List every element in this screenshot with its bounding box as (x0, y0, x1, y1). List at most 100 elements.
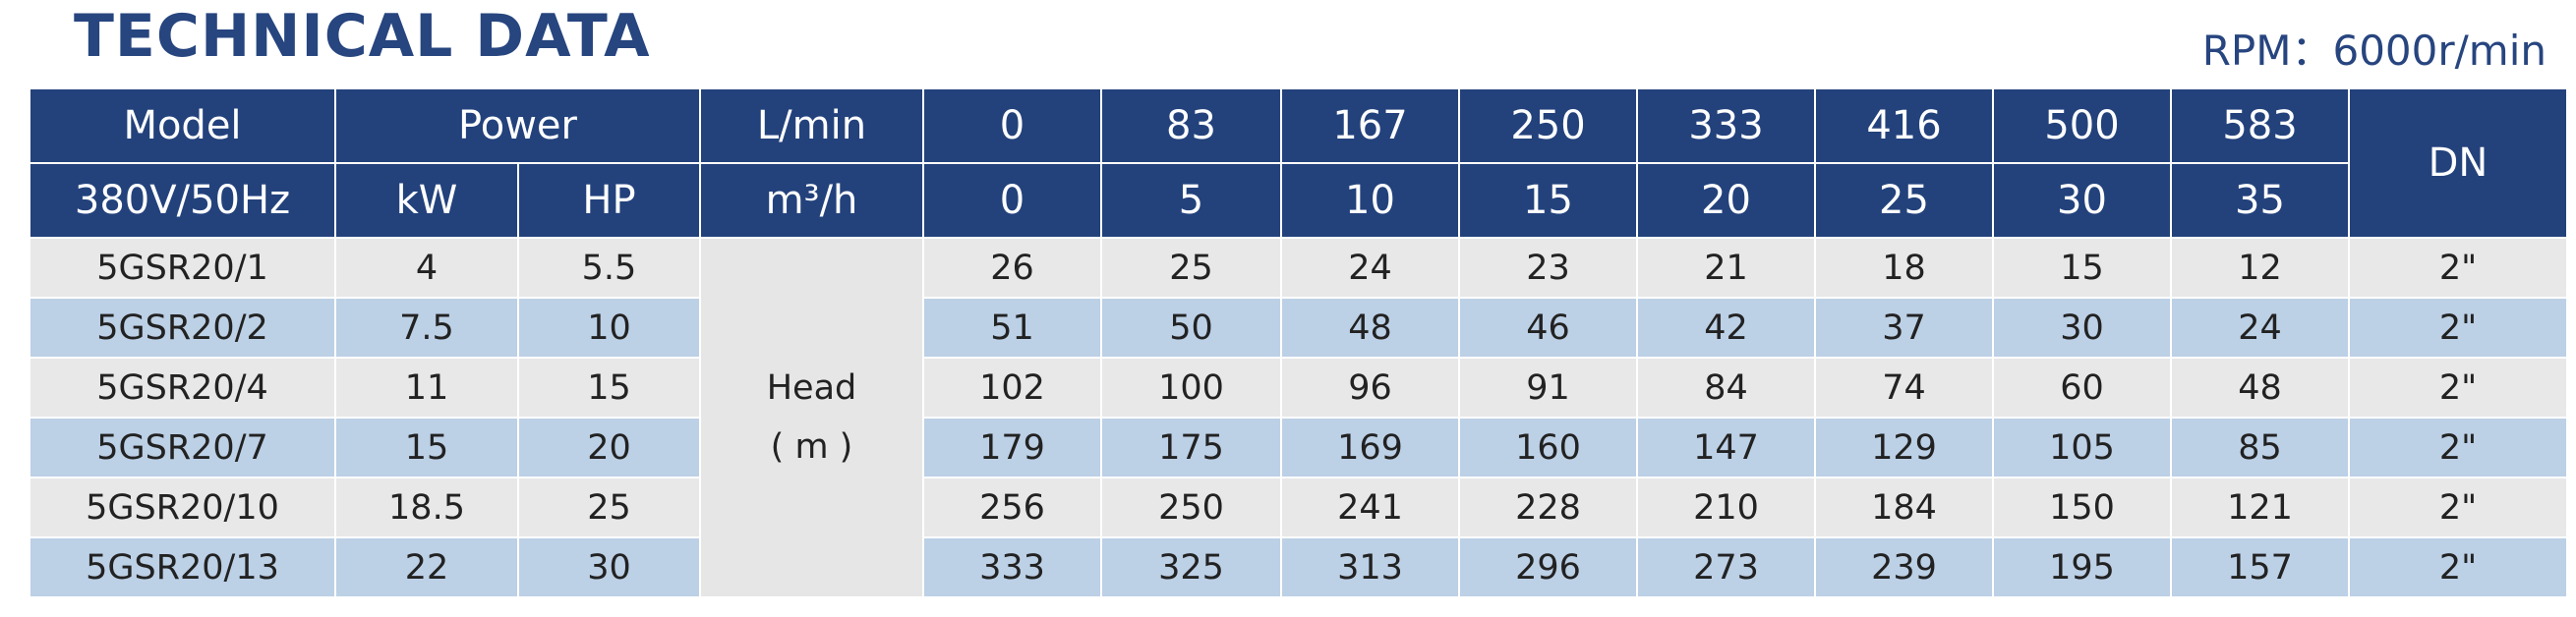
header-cell: HP (517, 162, 701, 239)
rpm: RPM：6000r/min (2201, 27, 2547, 75)
data-cell: 42 (1636, 297, 1816, 359)
data-cell: 30 (517, 536, 701, 598)
head-label: ( m ) (770, 427, 853, 467)
data-cell: 179 (922, 417, 1102, 478)
data-cell: 15 (517, 357, 701, 419)
data-cell: 147 (1636, 417, 1816, 478)
data-cell: 210 (1636, 477, 1816, 538)
header-cell: 15 (1458, 162, 1638, 239)
data-cell: 5GSR20/10 (29, 477, 336, 538)
data-cell: 18.5 (334, 477, 519, 538)
data-cell: 121 (2170, 477, 2350, 538)
header-cell: 583 (2170, 87, 2350, 164)
header-cell: kW (334, 162, 519, 239)
data-cell: 2" (2348, 536, 2568, 598)
data-cell: 333 (922, 536, 1102, 598)
header-cell: 333 (1636, 87, 1816, 164)
data-cell: 25 (1100, 237, 1282, 299)
data-cell: 313 (1280, 536, 1460, 598)
data-cell: 5.5 (517, 237, 701, 299)
header-row: Model Power L/min 0 83 167 250 333 416 500 583 DN (29, 87, 2568, 239)
header-cell: m³/h (699, 162, 924, 239)
data-cell: 91 (1458, 357, 1638, 419)
data-cell: 30 (1992, 297, 2172, 359)
header-cell: 20 (1636, 162, 1816, 239)
data-cell: 20 (517, 417, 701, 478)
header-cell: 250 (1458, 87, 1638, 164)
head-label-cell: Head ( m ) (699, 237, 924, 598)
header-cell: 25 (1814, 162, 1994, 239)
data-cell: 2" (2348, 417, 2568, 478)
data-cell: 60 (1992, 357, 2172, 419)
data-cell: 228 (1458, 477, 1638, 538)
data-cell: 12 (2170, 237, 2350, 299)
data-row: 5GSR20/4 11 15 102 100 96 91 84 74 60 48 2" (29, 357, 2568, 419)
data-cell: 239 (1814, 536, 1994, 598)
data-cell: 2" (2348, 297, 2568, 359)
data-cell: 51 (922, 297, 1102, 359)
data-row: 5GSR20/13 22 30 333 325 313 296 273 239 195 157 2" (29, 536, 2568, 598)
data-cell: 195 (1992, 536, 2172, 598)
data-cell: 11 (334, 357, 519, 419)
data-cell: 23 (1458, 237, 1638, 299)
data-cell: 18 (1814, 237, 1994, 299)
data-cell: 184 (1814, 477, 1994, 538)
data-cell: 46 (1458, 297, 1638, 359)
data-cell: 2" (2348, 357, 2568, 419)
data-cell: 4 (334, 237, 519, 299)
data-cell: 10 (517, 297, 701, 359)
header-cell: 416 (1814, 87, 1994, 164)
header-cell: 83 (1100, 87, 1282, 164)
header-cell: Power (334, 87, 701, 164)
data-cell: 256 (922, 477, 1102, 538)
data-cell: 24 (1280, 237, 1460, 299)
data-cell: 250 (1100, 477, 1282, 538)
title: TECHNICAL DATA (74, 2, 651, 71)
data-cell: 21 (1636, 237, 1816, 299)
data-cell: 175 (1100, 417, 1282, 478)
data-cell: 48 (2170, 357, 2350, 419)
data-cell: 129 (1814, 417, 1994, 478)
data-cell: 22 (334, 536, 519, 598)
header-cell: 10 (1280, 162, 1460, 239)
data-cell: 5GSR20/7 (29, 417, 336, 478)
data-cell: 296 (1458, 536, 1638, 598)
data-cell: 5GSR20/13 (29, 536, 336, 598)
data-cell: 273 (1636, 536, 1816, 598)
data-cell: 37 (1814, 297, 1994, 359)
data-cell: 5GSR20/4 (29, 357, 336, 419)
data-cell: 100 (1100, 357, 1282, 419)
data-cell: 157 (2170, 536, 2350, 598)
head-label: Head (766, 368, 857, 408)
data-cell: 50 (1100, 297, 1282, 359)
data-cell: 84 (1636, 357, 1816, 419)
data-cell: 241 (1280, 477, 1460, 538)
data-cell: 24 (2170, 297, 2350, 359)
data-cell: 5GSR20/2 (29, 297, 336, 359)
data-cell: 96 (1280, 357, 1460, 419)
header-cell: 35 (2170, 162, 2350, 239)
data-cell: 105 (1992, 417, 2172, 478)
header-cell: 0 (922, 162, 1102, 239)
data-cell: 7.5 (334, 297, 519, 359)
data-cell: 169 (1280, 417, 1460, 478)
data-row: 5GSR20/2 7.5 10 51 50 48 46 42 37 30 24 2" (29, 297, 2568, 359)
data-cell: 26 (922, 237, 1102, 299)
data-cell: 15 (334, 417, 519, 478)
data-row: 5GSR20/1 4 5.5 Head( m ) 26 25 24 23 21 18 15 12 2" (29, 237, 2568, 598)
data-cell: 160 (1458, 417, 1638, 478)
data-cell: 15 (1992, 237, 2172, 299)
header-cell: 30 (1992, 162, 2172, 239)
data-row: 5GSR20/10 18.5 25 256 250 241 228 210 184 150 121 2… (29, 477, 2568, 538)
data-cell: 325 (1100, 536, 1282, 598)
data-cell: 25 (517, 477, 701, 538)
header-cell: 0 (922, 87, 1102, 164)
header-cell: Model (29, 87, 336, 164)
data-row: 5GSR20/7 15 20 179 175 169 160 147 129 105 85 2" (29, 417, 2568, 478)
header-cell: 500 (1992, 87, 2172, 164)
data-cell: 48 (1280, 297, 1460, 359)
header-cell: 380V/50Hz (29, 162, 336, 239)
technical-table: Model Power L/min 0 83 167 250 333 416 500 583 DN 38… (29, 87, 2568, 598)
data-cell: 5GSR20/1 (29, 237, 336, 299)
